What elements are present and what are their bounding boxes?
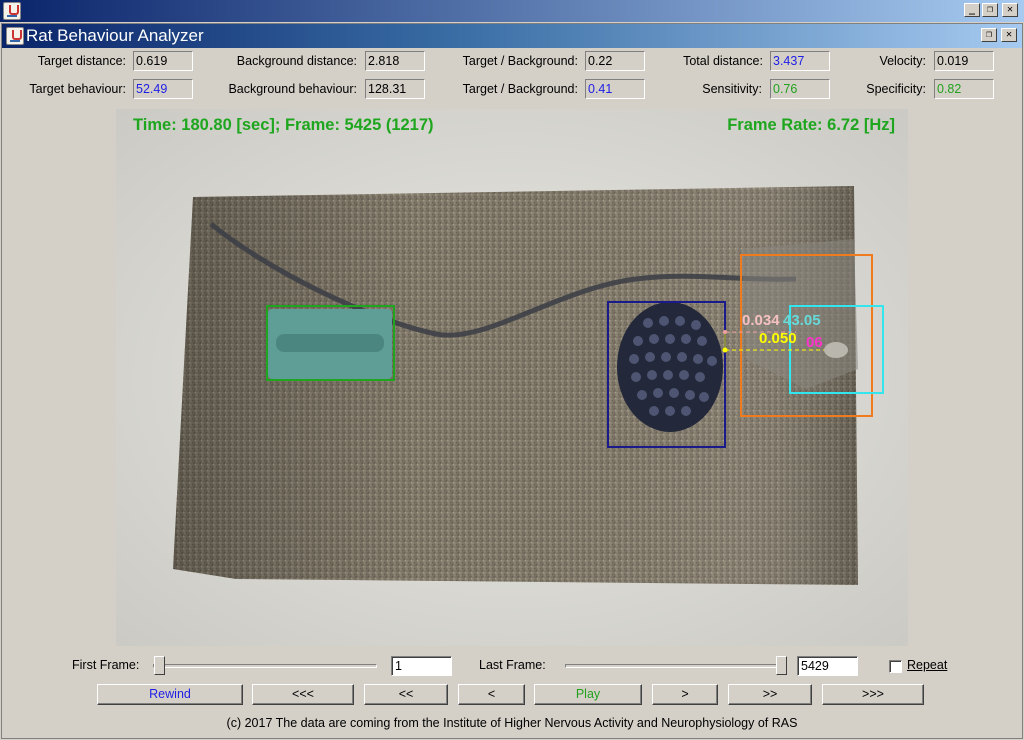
time-frame-readout: Time: 180.80 [sec]; Frame: 5425 (1217) <box>133 116 434 134</box>
sensitivity-label: Sensitivity: <box>702 82 762 96</box>
inner-close-button[interactable]: ✕ <box>1001 28 1017 42</box>
play-button[interactable]: Play <box>534 684 642 705</box>
back-button[interactable]: << <box>364 684 448 705</box>
velocity-field: 0.019 <box>934 51 994 71</box>
measure-distance-pink: 0.034 <box>742 312 780 329</box>
target-zone-box <box>266 305 395 381</box>
measure-distance-magenta: 06 <box>806 334 823 351</box>
video-frame: Time: 180.80 [sec]; Frame: 5425 (1217) F… <box>116 109 908 646</box>
frame-rate-readout: Frame Rate: 6.72 [Hz] <box>727 116 895 134</box>
sensitivity-field: 0.76 <box>770 79 830 99</box>
total-distance-field: 3.437 <box>770 51 830 71</box>
outer-titlebar: _ ❐ ✕ <box>0 0 1024 22</box>
last-frame-slider-track[interactable] <box>565 664 787 668</box>
total-distance-label: Total distance: <box>683 54 763 68</box>
java-frame-icon <box>6 27 24 45</box>
last-frame-slider-thumb[interactable] <box>776 656 787 675</box>
target-behaviour-field: 52.49 <box>133 79 193 99</box>
target-background-label-2: Target / Background: <box>462 82 578 96</box>
inner-restore-button[interactable]: ❐ <box>981 28 997 42</box>
repeat-checkbox[interactable] <box>889 660 902 673</box>
target-background-field-1: 0.22 <box>585 51 645 71</box>
step-forward-button[interactable]: > <box>652 684 718 705</box>
target-background-field-2: 0.41 <box>585 79 645 99</box>
rat-blob <box>824 342 848 358</box>
specificity-label: Specificity: <box>866 82 926 96</box>
target-distance-field: 0.619 <box>133 51 193 71</box>
java-app-icon <box>3 2 21 20</box>
velocity-label: Velocity: <box>879 54 926 68</box>
background-distance-field: 2.818 <box>365 51 425 71</box>
target-behaviour-label: Target behaviour: <box>29 82 126 96</box>
fast-back-button[interactable]: <<< <box>252 684 354 705</box>
background-distance-label: Background distance: <box>236 54 357 68</box>
minimize-button[interactable]: _ <box>964 3 980 17</box>
first-frame-slider-thumb[interactable] <box>154 656 165 675</box>
rat-zone-box <box>740 254 873 417</box>
video-image <box>116 109 908 646</box>
background-behaviour-field: 128.31 <box>365 79 425 99</box>
target-distance-label: Target distance: <box>37 54 126 68</box>
measure-distance-yellow: 0.050 <box>759 330 797 347</box>
target-background-label-1: Target / Background: <box>462 54 578 68</box>
first-frame-label: First Frame: <box>72 658 140 672</box>
window-title: Rat Behaviour Analyzer <box>26 26 204 45</box>
specificity-field: 0.82 <box>934 79 994 99</box>
fast-forward-button[interactable]: >>> <box>822 684 924 705</box>
inner-titlebar[interactable]: Rat Behaviour Analyzer ❐ ✕ <box>2 24 1022 48</box>
rewind-button[interactable]: Rewind <box>97 684 243 705</box>
close-button[interactable]: ✕ <box>1002 3 1018 17</box>
restore-button[interactable]: ❐ <box>982 3 998 17</box>
step-back-button[interactable]: < <box>458 684 525 705</box>
forward-button[interactable]: >> <box>728 684 812 705</box>
grate-zone-box <box>607 301 726 448</box>
measure-distance-cyan: 43.05 <box>783 312 821 329</box>
first-frame-input[interactable] <box>391 656 452 676</box>
last-frame-input[interactable] <box>797 656 858 676</box>
background-behaviour-label: Background behaviour: <box>228 82 357 96</box>
last-frame-label: Last Frame: <box>479 658 546 672</box>
repeat-label[interactable]: Repeat <box>907 658 948 672</box>
first-frame-slider-track[interactable] <box>153 664 377 668</box>
footer-credit: (c) 2017 The data are coming from the In… <box>226 716 798 730</box>
